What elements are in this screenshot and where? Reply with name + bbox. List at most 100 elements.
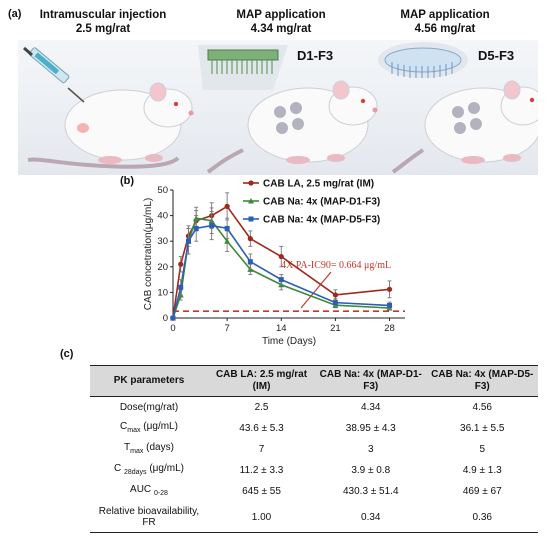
header-map-d1: CAB Na: 4x (MAP-D1-F3) [315, 365, 427, 397]
x-axis-label: Time (Days) [262, 336, 316, 347]
data-point [224, 225, 230, 231]
row-label-tmax: Tmax (days) [90, 439, 208, 460]
table-cell: 11.2 ± 3.3 [239, 465, 284, 476]
data-point [278, 277, 284, 283]
syringe-icon [23, 46, 85, 103]
y-tick-label: 0 [163, 313, 168, 324]
label-main: T [124, 442, 131, 453]
y-axis-label: CAB concetration(μg/mL) [143, 198, 154, 310]
pk-chart-svg: 0 7 14 21 28 0 10 20 30 40 50 Time (Days) CAB concet… [143, 179, 405, 347]
table-cell: 430.3 ± 51.4 [342, 486, 399, 497]
data-point [332, 300, 338, 306]
label-sub: 0-28 [153, 490, 168, 497]
data-point [224, 238, 231, 244]
x-tick-label: 7 [224, 323, 229, 334]
map-patch-d1-icon [198, 45, 288, 90]
x-tick-label: 14 [276, 323, 287, 334]
data-point [209, 223, 215, 229]
header-map-d5: CAB Na: 4x (MAP-D5-F3) [426, 365, 538, 397]
pk-table: PK parameters CAB LA: 2.5 mg/rat (IM) CA… [90, 365, 538, 533]
header-cab-la: CAB LA: 2.5 mg/rat (IM) [208, 365, 316, 397]
rat-im-icon [27, 82, 194, 169]
label-sub: max [127, 427, 141, 434]
table-row: AUC 0-28 645 ± 55 430.3 ± 51.4 469 ± 67 [90, 481, 538, 502]
label-main: C [120, 421, 128, 432]
title-map2: MAP application 4.56 mg/rat [360, 8, 530, 36]
table-cell: 2.5 [254, 402, 269, 413]
x-tick-label: 0 [170, 323, 175, 334]
label-sub: max [130, 448, 144, 455]
rat-map1-icon [206, 80, 378, 174]
title-im: Intramuscular injection 2.5 mg/rat [18, 8, 188, 36]
label-sub: 28days [123, 469, 147, 476]
legend-label: CAB Na: 4x (MAP-D5-F3) [263, 215, 380, 226]
x-tick-label: 28 [384, 323, 395, 334]
row-label-cmax: Cmax (μg/mL) [90, 418, 208, 439]
table-cell: 7 [258, 444, 265, 455]
data-point [332, 292, 338, 298]
table-cell: 645 ± 55 [242, 486, 281, 497]
table-cell: 4.34 [361, 402, 381, 413]
table-cell: 4.56 [472, 402, 492, 413]
row-label-auc: AUC 0-28 [90, 481, 208, 502]
data-point [387, 302, 393, 308]
legend-marker [248, 216, 254, 222]
table-cell: 0.34 [315, 502, 427, 533]
y-tick-label: 10 [157, 287, 168, 298]
table-cell: 3 [367, 444, 374, 455]
table-cell: 4.9 ± 1.3 [462, 465, 502, 476]
header-pk-parameters: PK parameters [90, 365, 208, 397]
table-cell: 43.6 ± 5.3 [239, 423, 284, 434]
data-point [178, 284, 184, 290]
y-tick-label: 30 [157, 236, 168, 247]
title-map2-line2: 4.56 mg/rat [414, 23, 476, 35]
title-map1-line1: MAP application [236, 9, 326, 21]
data-point [193, 225, 199, 231]
series-1 [170, 192, 393, 321]
series-line [172, 205, 390, 319]
panel-b-label: (b) [120, 175, 135, 187]
title-im-line2: 2.5 mg/rat [75, 23, 131, 35]
rats-illustration [18, 40, 546, 175]
table-row: Dose(mg/rat) 2.5 4.34 4.56 [90, 397, 538, 419]
legend-marker [248, 198, 254, 204]
label-tail: (μg/mL) [146, 463, 184, 474]
title-im-line1: Intramuscular injection [39, 9, 167, 21]
series-3 [170, 211, 393, 321]
table-row: C 28days (μg/mL) 11.2 ± 3.3 3.9 ± 0.8 4.… [90, 460, 538, 481]
ic90-arrow [300, 271, 332, 309]
label-main: AUC [130, 484, 154, 495]
data-point [247, 236, 253, 242]
table-cell: 1.00 [208, 502, 316, 533]
map-patch-d5-icon [378, 42, 468, 78]
table-cell: 469 ± 67 [462, 486, 502, 497]
illustration-area [18, 40, 546, 175]
pk-table-header: PK parameters CAB LA: 2.5 mg/rat (IM) CA… [90, 365, 538, 397]
legend-label: CAB LA, 2.5 mg/rat (IM) [263, 179, 374, 190]
patch-label-d1: D1-F3 [297, 48, 334, 63]
table-cell: 0.36 [426, 502, 538, 533]
table-cell: 3.9 ± 0.8 [351, 465, 391, 476]
data-point [247, 259, 253, 265]
data-point [185, 238, 191, 244]
panel-a-label: (a) [8, 8, 22, 20]
data-point [278, 253, 284, 260]
pk-chart: 0 7 14 21 28 0 10 20 30 40 50 Time (Days) CAB concet… [118, 172, 418, 352]
y-tick-label: 50 [157, 185, 168, 196]
row-label-dose: Dose(mg/rat) [119, 402, 179, 413]
table-row: Cmax (μg/mL) 43.6 ± 5.3 38.95 ± 4.3 36.1… [90, 418, 538, 439]
y-tick-label: 40 [157, 211, 168, 222]
data-point [170, 315, 176, 321]
x-tick-label: 21 [330, 323, 341, 334]
table-cell: 5 [479, 444, 486, 455]
row-label-c28: C 28days (μg/mL) [90, 460, 208, 481]
rat-map2-icon [391, 80, 546, 174]
panel-c-label: (c) [60, 348, 74, 360]
data-point [178, 261, 184, 267]
label-tail: (μg/mL) [140, 421, 178, 432]
table-cell: 38.95 ± 4.3 [345, 423, 396, 434]
table-row: Relative bioavailability, FR 1.00 0.34 0… [90, 502, 538, 533]
label-tail: (days) [143, 442, 174, 453]
patch-label-d5: D5-F3 [478, 48, 515, 63]
legend-label: CAB Na: 4x (MAP-D1-F3) [263, 197, 380, 208]
